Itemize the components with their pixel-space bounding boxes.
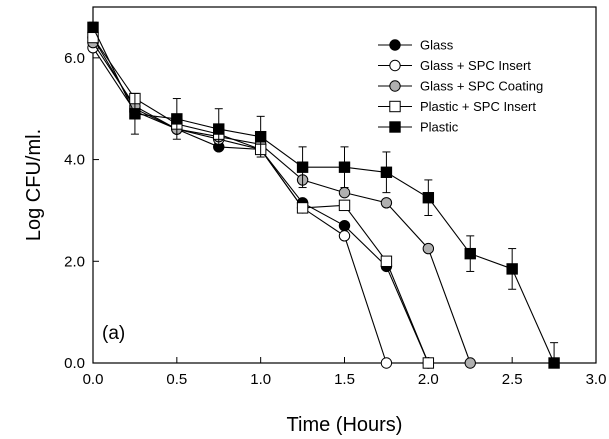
- legend-marker: [389, 80, 401, 92]
- legend-marker: [389, 121, 401, 133]
- y-tick-label: 2.0: [64, 253, 85, 270]
- panel-label: (a): [102, 323, 125, 344]
- axes: 0.0 0.5 1.0 1.5 2.0 2.5 3.0 0.0 2.0 4.0 6.0: [64, 6, 607, 388]
- legend-marker: [389, 100, 401, 113]
- x-tick-label: 3.0: [586, 371, 607, 388]
- data-point: [338, 230, 351, 242]
- legend-label: Glass + SPC Insert: [420, 58, 531, 73]
- series-4: [87, 21, 560, 369]
- x-axis-title: Time (Hours): [287, 414, 403, 436]
- legend-label: Plastic: [420, 120, 459, 135]
- legend-marker: [389, 39, 401, 51]
- data-point: [338, 219, 351, 232]
- data-point: [338, 199, 351, 212]
- series-line: [92, 42, 471, 364]
- data-point: [464, 357, 476, 369]
- y-tick-label: 6.0: [64, 50, 85, 67]
- data-point: [422, 192, 435, 204]
- y-axis-title: Log CFU/ml.: [23, 129, 45, 241]
- x-tick-label: 2.5: [502, 371, 523, 388]
- data-point: [506, 263, 518, 275]
- legend-item: Plastic + SPC Insert: [378, 99, 536, 114]
- data-point: [464, 247, 476, 260]
- x-tick-label: 2.0: [418, 371, 439, 388]
- data-point: [338, 161, 351, 173]
- x-tick-label: 1.0: [250, 371, 271, 388]
- series-layer: [87, 21, 560, 369]
- legend-item: Glass: [378, 38, 454, 53]
- y-tick-label: 4.0: [64, 152, 85, 169]
- data-point: [380, 255, 393, 267]
- series-2: [87, 36, 476, 369]
- x-tick-label: 0.0: [83, 371, 104, 388]
- legend-item: Plastic: [378, 120, 459, 135]
- data-point: [296, 202, 309, 214]
- data-point: [129, 108, 141, 120]
- data-point: [422, 242, 435, 255]
- data-point: [380, 197, 393, 209]
- legend: Glass Glass + SPC Insert Glass + SPC Coati…: [378, 38, 543, 135]
- data-point: [171, 113, 183, 125]
- x-tick-label: 0.5: [166, 371, 187, 388]
- data-point: [338, 186, 351, 199]
- legend-item: Glass + SPC Insert: [378, 58, 531, 73]
- series-line: [92, 27, 555, 364]
- data-point: [213, 123, 225, 135]
- legend-marker: [389, 59, 401, 72]
- legend-label: Plastic + SPC Insert: [420, 99, 536, 114]
- data-point: [87, 21, 99, 34]
- data-point: [548, 357, 560, 369]
- legend-label: Glass + SPC Coating: [420, 79, 543, 94]
- data-point: [380, 166, 393, 178]
- data-point: [380, 357, 393, 369]
- data-point: [296, 161, 309, 173]
- data-point: [422, 357, 435, 369]
- y-tick-label: 0.0: [64, 355, 85, 372]
- legend-item: Glass + SPC Coating: [378, 79, 543, 94]
- x-tick-label: 1.5: [334, 371, 355, 388]
- data-point: [254, 130, 267, 143]
- legend-label: Glass: [420, 38, 454, 53]
